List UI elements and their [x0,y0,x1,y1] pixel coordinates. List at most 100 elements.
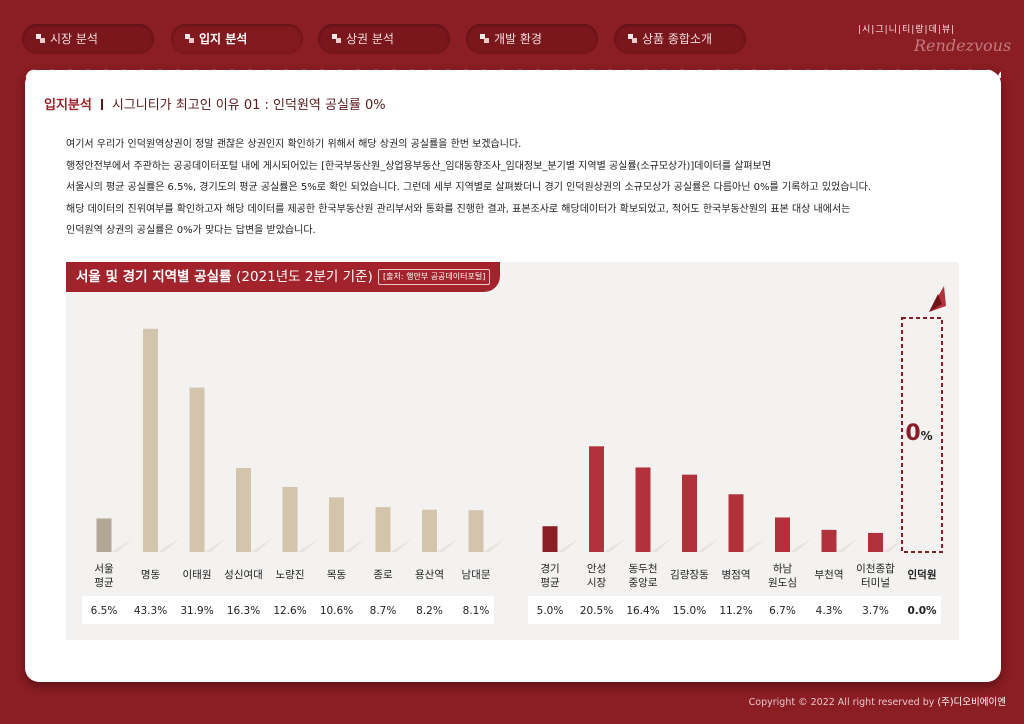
nav-tab-market[interactable]: 시장 분석 [22,24,154,54]
value-label: 3.7% [862,605,889,617]
bar-shadow [111,538,134,552]
body-line: 해당 데이터의 진위여부를 확인하고자 해당 데이터를 제공한 한국부동산원 관… [66,203,851,215]
nav-tab-label: 상권 분석 [346,32,394,46]
copyright-text: Copyright © 2022 All right reserved by [748,697,935,708]
category-label: 동두천 중앙로 [629,563,658,589]
square-bullet-icon [628,34,638,44]
footer: Copyright © 2022 All right reserved by (… [749,694,1006,708]
bar-shadow [483,538,506,552]
bar [96,518,112,552]
section-label: 입지분석 [44,98,92,113]
value-label: 16.3% [227,605,260,617]
category-label: 이태원 [183,569,212,581]
square-bullet-icon [185,34,195,44]
bar [868,532,883,552]
bar-shadow [697,538,719,552]
company-name: (주)디오비에이엔 [937,697,1006,708]
bar-shadow [557,538,580,552]
nav-tab-commercial[interactable]: 상권 분석 [318,24,450,54]
category-label: 남대문 [462,569,491,581]
category-label: 성신여대 [224,569,263,581]
brand-script: Rendezvous [914,36,1012,55]
value-label: 8.2% [416,605,443,617]
value-label: 6.7% [769,605,796,617]
bar [189,387,205,552]
value-label: 16.4% [626,605,659,617]
value-label: 31.9% [180,605,213,617]
square-bullet-icon [332,34,342,44]
category-label: 병점역 [722,569,751,581]
body-line: 인덕원역 상권의 공실률은 0%가 맞다는 답변을 받았습니다. [66,225,316,236]
value-label: 5.0% [537,605,564,617]
bar-shadow [836,538,859,552]
square-bullet-icon [36,34,46,44]
bar-shadow [297,538,320,552]
bar [329,497,344,552]
category-label: 인덕원 [908,568,937,581]
nav-tab-label: 개발 환경 [494,32,542,46]
bar [143,328,158,552]
bar [682,474,697,552]
value-label: 15.0% [673,605,706,617]
nav-tab-label: 입지 분석 [199,32,248,46]
bar-shadow [650,538,673,552]
bar-shadow [390,538,413,552]
value-label: 8.7% [370,605,397,617]
top-navigation: 시장 분석 입지 분석 상권 분석 개발 환경 상품 종합소개 [22,24,782,54]
category-label: 목동 [327,569,347,581]
brand-name: |시|그|니|티|랑|데|뷰| [858,25,956,35]
category-label: 김량장동 [670,569,709,581]
square-bullet-icon [480,34,490,44]
category-label: 용산역 [415,569,444,581]
category-label: 부천역 [815,569,844,581]
bar-shadow [604,538,626,552]
value-label: 20.5% [580,605,613,617]
value-label-band [528,596,941,624]
nav-tab-product[interactable]: 상품 종합소개 [614,24,746,54]
chart-title-ribbon: 서울 및 경기 지역별 공실률 (2021년도 2분기 기준) [출처: 행안부… [66,262,500,292]
value-label: 4.3% [816,605,843,617]
body-line: 서울시의 평균 공실률은 6.5%, 경기도의 평균 공실률은 5%로 확인 되… [66,182,872,193]
bar [589,446,604,552]
bar [821,529,837,552]
bar [775,517,790,552]
category-label: 노량진 [276,569,305,581]
category-label: 이천종합 터미널 [856,563,895,589]
bar-shadow [437,538,459,552]
brand-logo: |시|그|니|티|랑|데|뷰| Rendezvous [858,22,1011,55]
highlight-dashed-box [901,317,943,553]
body-line: 여기서 우리가 인덕원역상권이 정말 괜찮은 상권인지 확인하기 위해서 해당 … [66,139,522,150]
chart-title: 서울 및 경기 지역별 공실률 [76,269,232,285]
value-label: 11.2% [719,605,752,617]
chart-subtitle: (2021년도 2분기 기준) [236,269,373,285]
bar [468,510,484,552]
nav-tab-development[interactable]: 개발 환경 [466,24,598,54]
nav-tab-location[interactable]: 입지 분석 [171,24,303,54]
bar [728,494,744,552]
highlight-zero-label: 0% [905,421,932,446]
bar [542,526,558,552]
bar-shadow [158,538,180,552]
heading-divider [100,99,103,110]
bar [635,467,651,552]
bar-shadow [251,538,273,552]
category-label: 종로 [373,569,393,581]
value-label: 6.5% [91,605,118,617]
category-label: 안성 시장 [587,563,607,589]
category-label: 명동 [141,569,161,581]
chart-panel [66,262,959,640]
chart-source: [출처: 행안부 공공데이터포털] [378,269,491,285]
bar-shadow [743,538,766,552]
body-text: 여기서 우리가 인덕원역상권이 정말 괜찮은 상권인지 확인하기 위해서 해당 … [66,134,966,242]
value-label: 8.1% [463,605,490,617]
bar-shadow [883,538,905,552]
value-label-band [82,596,494,624]
bar-shadow [790,538,812,552]
bar-shadow [344,538,366,552]
page-heading: 입지분석 시그니티가 최고인 이유 01 : 인덕원역 공실률 0% [44,94,386,113]
nav-tab-label: 상품 종합소개 [642,32,713,46]
category-label: 하남 원도심 [768,562,797,589]
value-label: 10.6% [320,605,353,617]
bar [422,509,437,552]
